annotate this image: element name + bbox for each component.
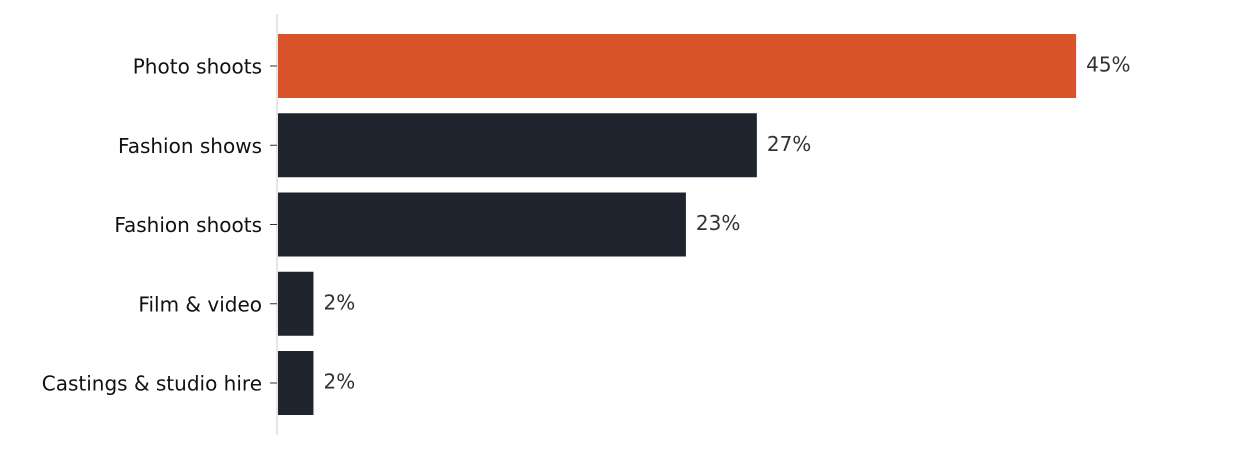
bar xyxy=(278,192,686,257)
value-label: 2% xyxy=(323,370,355,394)
y-tick-label: Fashion shoots xyxy=(114,213,262,237)
y-tick-label: Castings & studio hire xyxy=(42,372,262,396)
value-label: 2% xyxy=(323,290,355,314)
bar xyxy=(278,271,314,336)
y-tick-label: Fashion shows xyxy=(118,134,262,158)
bar xyxy=(278,351,314,415)
value-label: 27% xyxy=(767,132,811,156)
y-tick-label: Photo shoots xyxy=(133,55,262,79)
value-label: 45% xyxy=(1086,53,1130,77)
bar xyxy=(278,34,1077,98)
value-label: 23% xyxy=(696,211,740,235)
y-tick-label: Film & video xyxy=(138,292,262,316)
bar xyxy=(278,113,757,178)
